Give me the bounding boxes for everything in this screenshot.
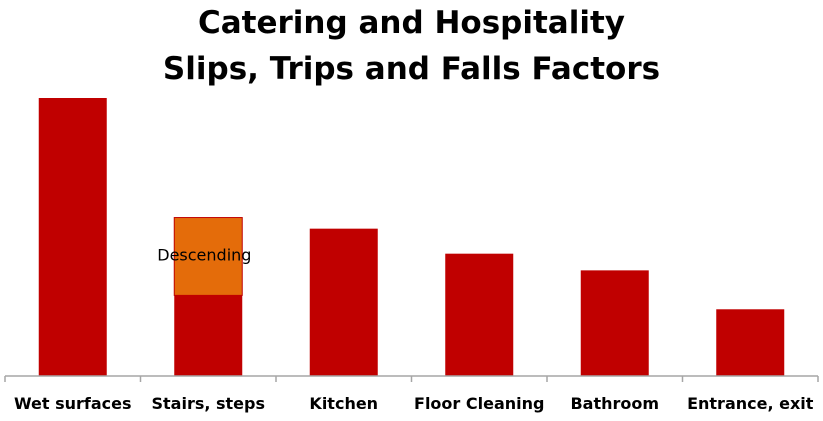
bar-entrance-exit: [716, 309, 785, 376]
bar-wet-surfaces: [38, 98, 107, 376]
segment-label-descending: Descending: [157, 246, 251, 265]
bar-bathroom: [580, 270, 649, 376]
x-tick-label-floor-cleaning: Floor Cleaning: [414, 394, 544, 413]
bar-floor-cleaning: [445, 253, 514, 376]
x-tick-label-stairs-steps: Stairs, steps: [151, 394, 265, 413]
chart-title-line-1: Catering and Hospitality: [198, 5, 625, 41]
x-tick-label-kitchen: Kitchen: [309, 394, 378, 413]
chart-title: Catering and Hospitality Slips, Trips an…: [0, 0, 823, 92]
x-tick-label-wet-surfaces: Wet surfaces: [14, 394, 132, 413]
bar-kitchen: [309, 228, 378, 376]
x-tick-label-bathroom: Bathroom: [570, 394, 659, 413]
bar-segment-descending: [173, 217, 243, 296]
chart-subtitle: Slips, Trips and Falls Factors: [162, 51, 661, 87]
x-tick-label-entrance-exit: Entrance, exit: [687, 394, 814, 413]
